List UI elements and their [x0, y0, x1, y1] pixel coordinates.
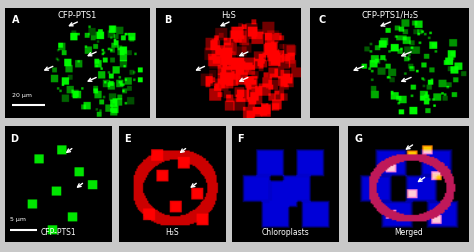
Text: A: A — [12, 15, 19, 25]
Text: F: F — [237, 134, 244, 144]
Text: Chloroplasts: Chloroplasts — [262, 228, 310, 237]
Text: 5 μm: 5 μm — [10, 217, 26, 222]
Text: CFP-PTS1/H₂S: CFP-PTS1/H₂S — [361, 11, 419, 20]
Text: G: G — [355, 134, 363, 144]
Text: CFP-PTS1: CFP-PTS1 — [57, 11, 97, 20]
Text: C: C — [319, 15, 326, 25]
Text: D: D — [10, 134, 18, 144]
Text: B: B — [164, 15, 171, 25]
Text: 20 μm: 20 μm — [12, 93, 32, 99]
Text: Merged: Merged — [394, 228, 423, 237]
Text: H₂S: H₂S — [165, 228, 179, 237]
Text: CFP-PTS1: CFP-PTS1 — [40, 228, 76, 237]
Text: H₂S: H₂S — [221, 11, 236, 20]
Text: E: E — [124, 134, 130, 144]
